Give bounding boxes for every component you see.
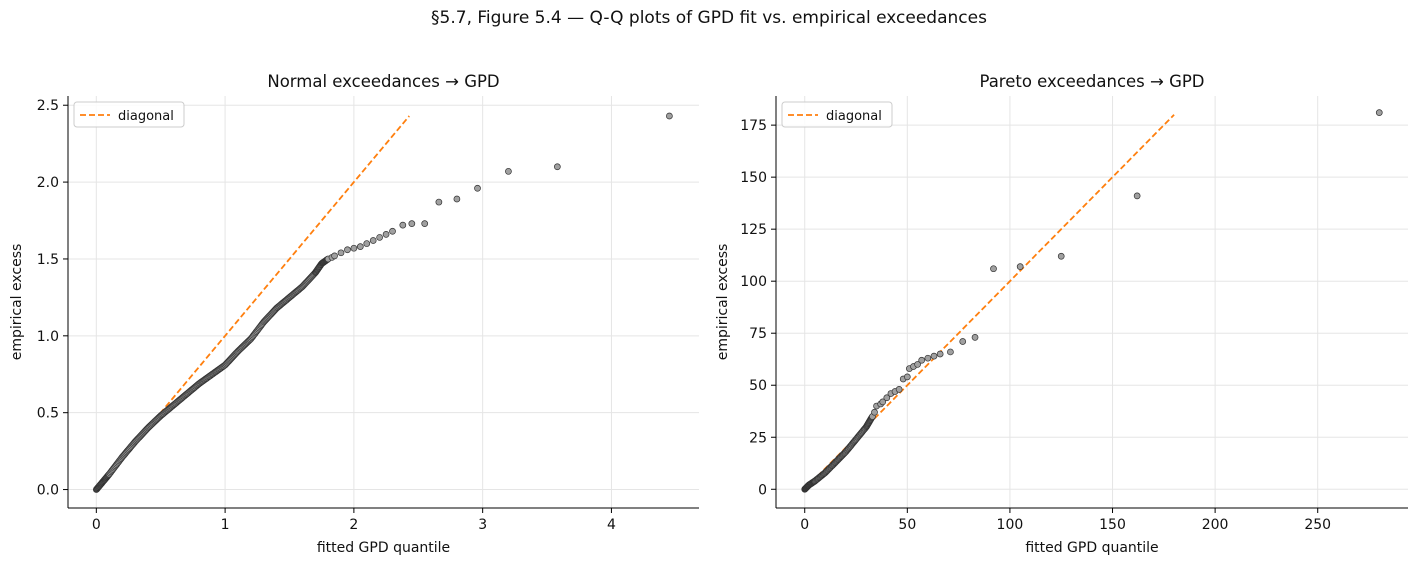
chart-2-x-tick-label: 100 [997, 517, 1024, 533]
chart-2-x-tick-label: 50 [898, 517, 916, 533]
chart-2-y-tick-label: 125 [740, 222, 767, 238]
chart-2-data-point [1133, 192, 1141, 200]
chart-1-data-point [399, 221, 407, 229]
figure-suptitle: §5.7, Figure 5.4 — Q-Q plots of GPD fit … [431, 8, 987, 28]
chart-2-x-tick-label: 150 [1099, 517, 1126, 533]
chart-2-x-axis-label: fitted GPD quantile [1025, 540, 1158, 556]
chart-2-x-tick-label: 250 [1304, 517, 1331, 533]
chart-2-data-point [871, 408, 878, 416]
chart-1-x-tick-label: 3 [478, 517, 487, 533]
chart-2-data-point [914, 361, 921, 368]
chart-2-legend-box [781, 101, 893, 128]
chart-1-data-point [363, 240, 371, 247]
chart-1-y-tick-label: 0.0 [37, 483, 59, 499]
chart-2-data-point [924, 354, 932, 362]
chart-2-x-tick-label: 200 [1202, 517, 1229, 533]
chart-1-data-point [369, 237, 377, 244]
chart-1-y-tick-label: 0.5 [37, 406, 59, 422]
chart-1-data-point [453, 195, 461, 203]
chart-1-x-tick-label: 4 [607, 517, 616, 533]
chart-1-y-tick-label: 1.0 [37, 329, 59, 345]
chart-1-data-point [666, 112, 673, 120]
chart-2-data-point [959, 338, 967, 345]
chart-1-data-point [505, 167, 512, 175]
chart-2-data-point [990, 265, 997, 273]
chart-2-data-point [918, 356, 926, 364]
chart-1-data-point [382, 231, 390, 238]
chart-1-data-point [553, 163, 561, 171]
chart-2-y-tick-label: 50 [749, 378, 767, 394]
chart-2-diagonal-line [804, 114, 1175, 490]
chart-2-data-point [883, 394, 891, 402]
chart-1-data-point [337, 249, 345, 257]
chart-2-y-tick-label: 25 [749, 430, 767, 446]
chart-1-data-point [389, 227, 396, 235]
chart-1-legend-label: diagonal [118, 109, 174, 124]
chart-2-y-tick-label: 150 [740, 170, 767, 186]
chart-2-data-point [879, 398, 887, 406]
chart-2-data-point [895, 386, 903, 393]
chart-1-x-axis-label: fitted GPD quantile [317, 540, 450, 556]
chart-2-y-axis-label: empirical excess [715, 244, 731, 361]
chart-2-data-point [1057, 252, 1065, 260]
chart-2-data-point [947, 348, 954, 356]
chart-panel-1: 0 1 2 3 4 0.0 0.5 1.0 1.5 2.0 2.5 Normal exceedance… [9, 72, 699, 556]
chart-1-data-point [435, 198, 443, 206]
chart-1-data-point [350, 244, 358, 252]
chart-2-data-point [1375, 109, 1383, 116]
chart-2-legend: diagonal [781, 101, 893, 128]
chart-1-y-tick-label: 2.5 [37, 98, 59, 114]
chart-2-y-tick-label: 75 [749, 326, 767, 342]
chart-2-y-tick-label: 0 [758, 482, 767, 498]
chart-2-y-tick-label: 175 [740, 118, 767, 134]
chart-1-y-tick-label: 2.0 [37, 175, 59, 191]
chart-1-x-tick-label: 1 [221, 517, 230, 533]
chart-1-x-tick-label: 2 [349, 517, 358, 533]
chart-1-y-tick-label: 1.5 [37, 252, 59, 268]
chart-1-data-point [376, 234, 383, 241]
chart-2-y-tick-label: 100 [740, 274, 767, 290]
chart-1-y-axis-label: empirical excess [9, 244, 25, 361]
chart-1-data-point [408, 220, 416, 227]
chart-2-data-point [936, 350, 944, 358]
chart-1-data-point [421, 220, 429, 227]
chart-1-data-point [356, 243, 364, 251]
chart-1-data-point [344, 246, 351, 254]
chart-2-x-tick-label: 0 [800, 517, 809, 533]
chart-1-data-point [474, 184, 481, 192]
chart-1-legend: diagonal [73, 101, 185, 128]
chart-1-x-tick-label: 0 [92, 517, 101, 533]
chart-2-data-point [971, 334, 979, 341]
chart-2-title: Pareto exceedances → GPD [979, 72, 1204, 91]
chart-1-legend-box [73, 101, 185, 128]
chart-1-data-point [331, 252, 338, 260]
chart-panel-2: 0 50 100 150 200 250 0 25 50 75 100 125 150 175 Pareto… [715, 72, 1408, 556]
chart-2-data-point [930, 352, 938, 360]
chart-2-data-point [1016, 263, 1024, 270]
chart-2-legend-label: diagonal [826, 109, 882, 124]
chart-1-title: Normal exceedances → GPD [267, 72, 499, 91]
chart-2-data-point [903, 373, 911, 381]
